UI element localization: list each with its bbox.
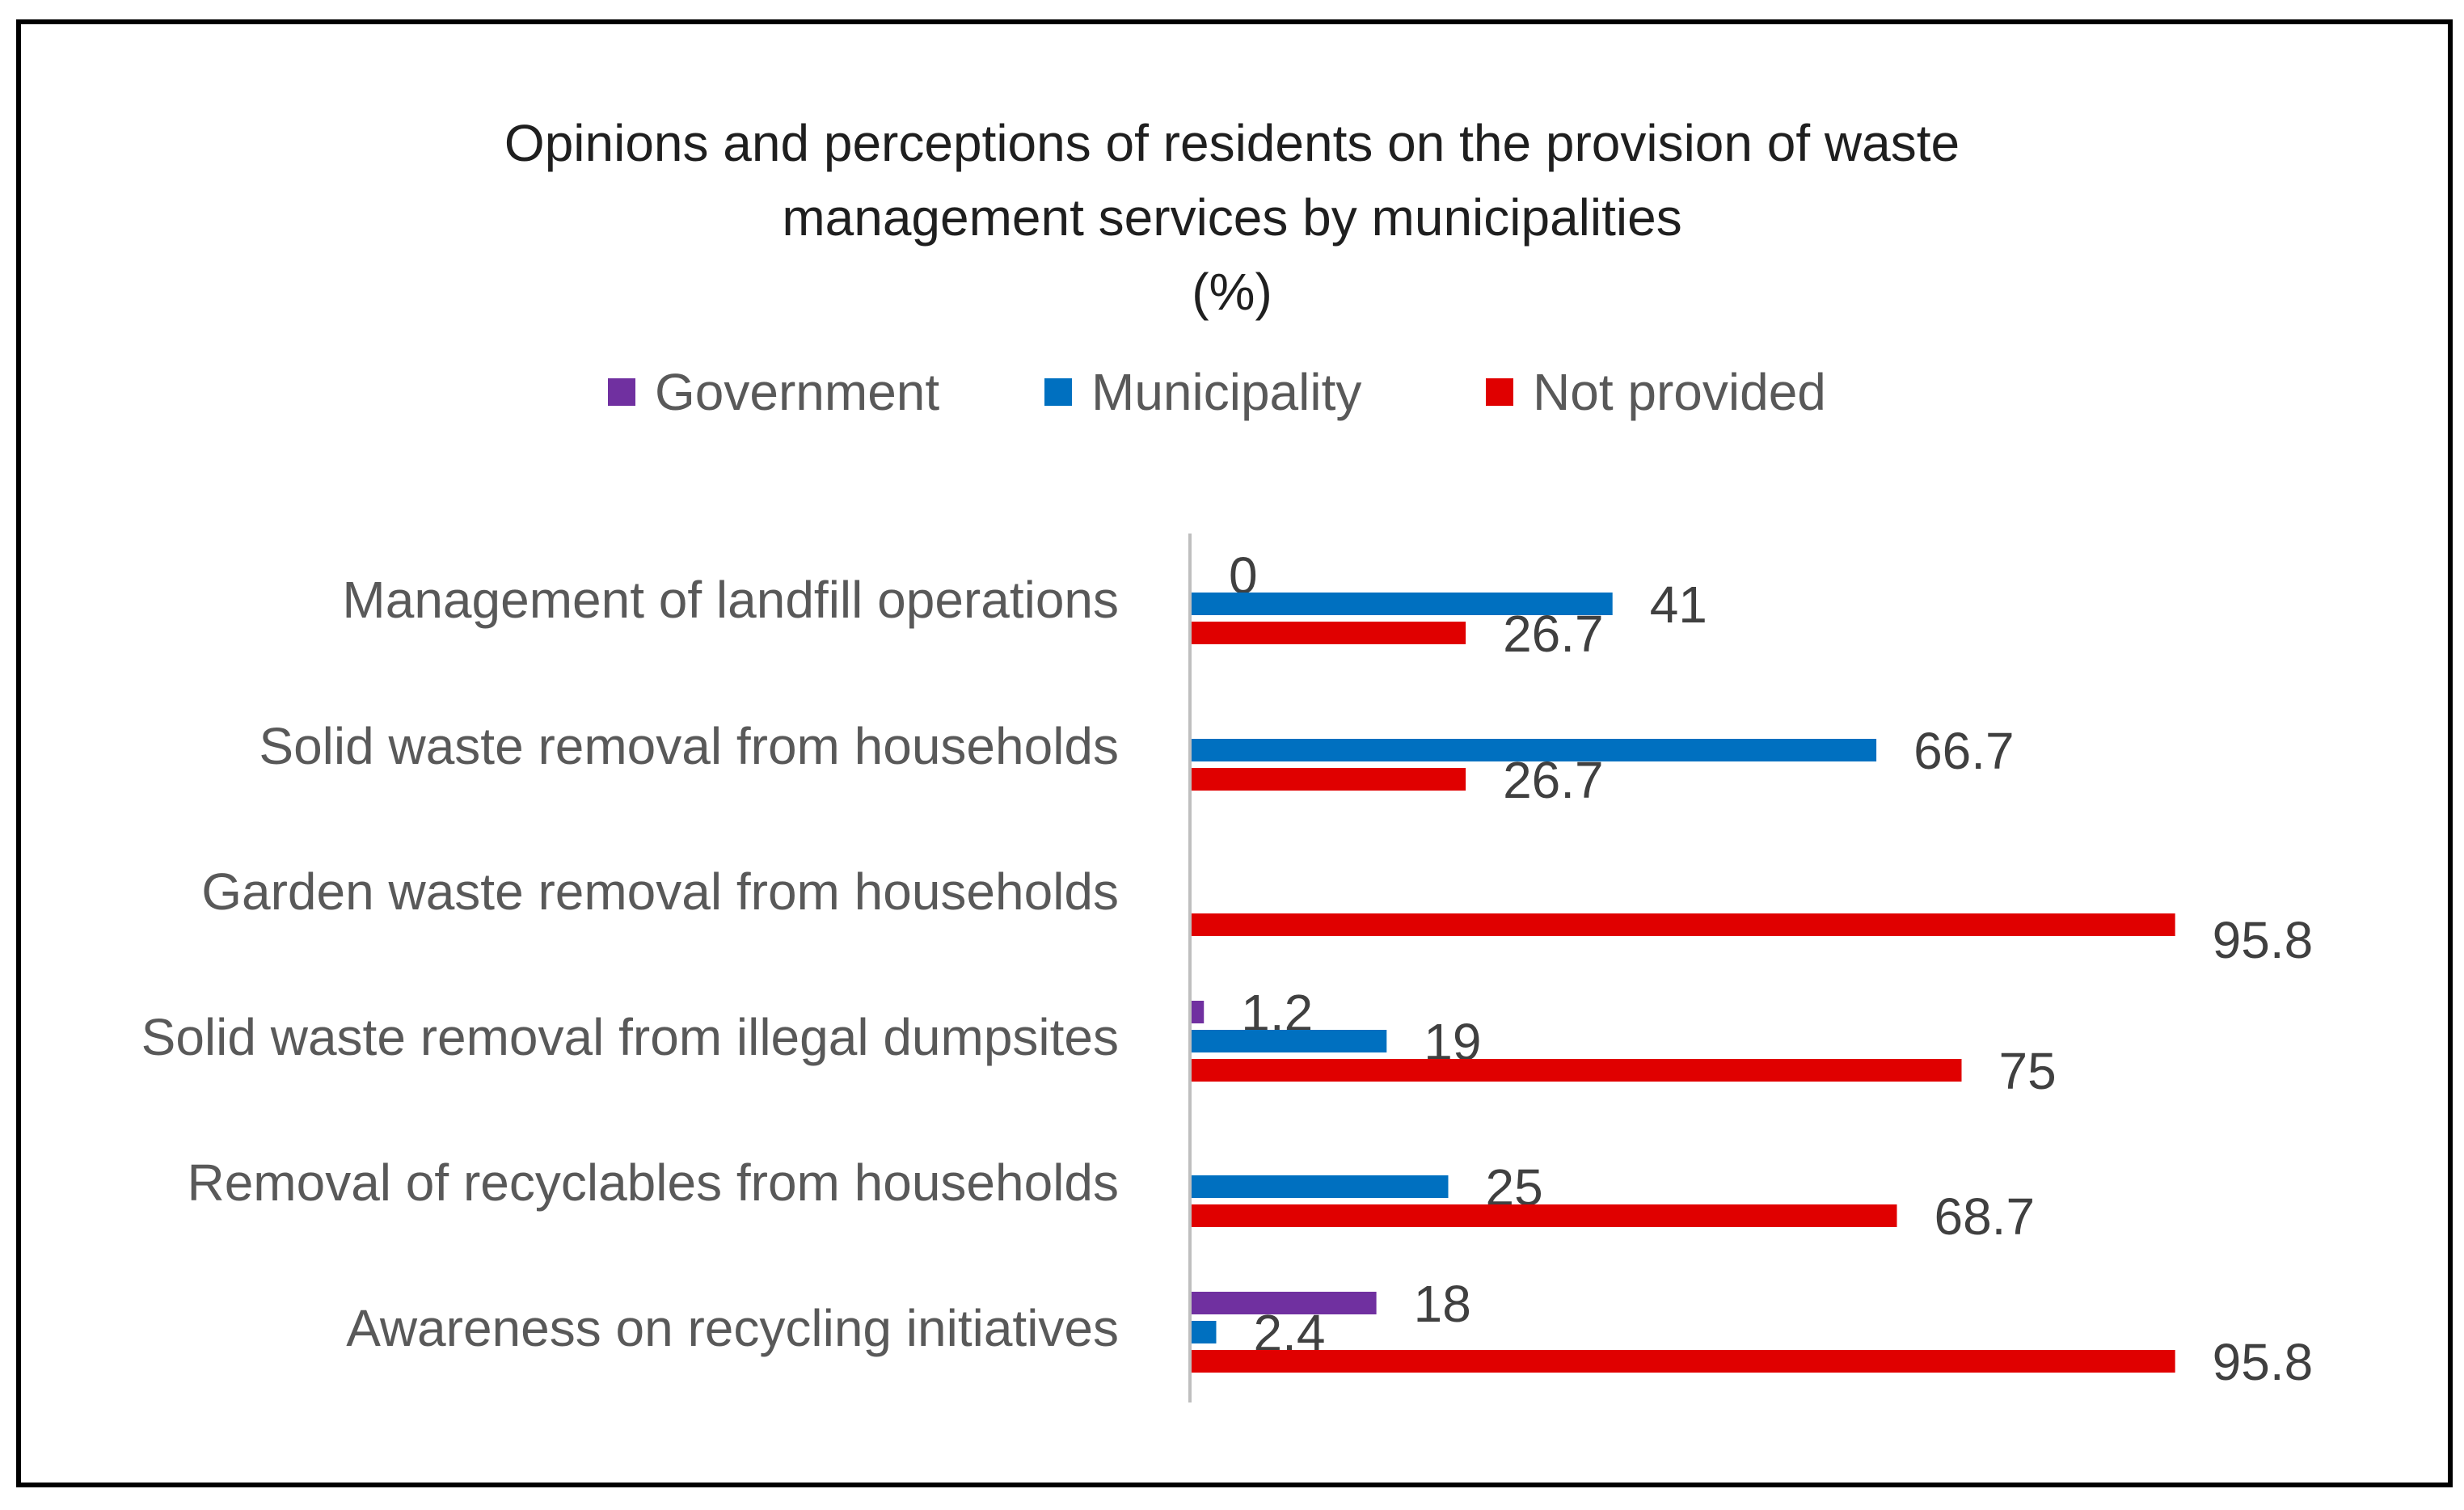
- legend-swatch-government: [608, 378, 635, 406]
- chart-title-line-2: management services by municipalities: [782, 188, 1682, 247]
- data-label-not-provided: 26.7: [1503, 751, 1604, 809]
- bar-not-provided: [1192, 1204, 1897, 1227]
- legend-swatch-not-provided: [1486, 378, 1513, 406]
- legend-label-not-provided: Not provided: [1533, 363, 1826, 421]
- data-label-not-provided: 68.7: [1934, 1187, 2035, 1246]
- bar-not-provided: [1192, 768, 1466, 791]
- data-label-government: 18: [1414, 1275, 1471, 1333]
- legend-label-government: Government: [655, 363, 940, 421]
- category-label: Awareness on recycling initiatives: [346, 1299, 1119, 1357]
- legend-swatch-municipality: [1044, 378, 1072, 406]
- chart-title-line-3: (%): [1192, 263, 1272, 321]
- data-label-not-provided: 95.8: [2213, 1333, 2314, 1391]
- bar-government: [1192, 1001, 1205, 1023]
- bar-municipality: [1192, 1321, 1217, 1343]
- bar-not-provided: [1192, 1059, 1962, 1082]
- legend-item-not-provided: Not provided: [1486, 356, 1826, 428]
- bar-municipality: [1192, 1175, 1449, 1198]
- bar-not-provided: [1192, 622, 1466, 644]
- bar-not-provided: [1192, 1350, 2175, 1373]
- category-label: Removal of recyclables from households: [187, 1154, 1119, 1212]
- data-label-municipality: 66.7: [1913, 722, 2015, 780]
- category-label: Solid waste removal from households: [259, 717, 1119, 775]
- bar-not-provided: [1192, 913, 2175, 936]
- chart-title-line-1: Opinions and perceptions of residents on…: [504, 114, 1960, 172]
- category-label: Solid waste removal from illegal dumpsit…: [141, 1008, 1119, 1066]
- chart-legend: Government Municipality Not provided: [0, 356, 2464, 428]
- data-label-not-provided: 95.8: [2213, 911, 2314, 969]
- legend-label-municipality: Municipality: [1091, 363, 1362, 421]
- data-label-not-provided: 75: [1999, 1042, 2057, 1100]
- bar-municipality: [1192, 1030, 1387, 1052]
- bar-municipality: [1192, 593, 1613, 615]
- category-label: Garden waste removal from households: [201, 863, 1119, 921]
- bar-municipality: [1192, 739, 1877, 761]
- data-label-not-provided: 26.7: [1503, 605, 1604, 663]
- category-label: Management of landfill operations: [342, 571, 1119, 629]
- data-label-municipality: 41: [1650, 576, 1707, 634]
- legend-item-government: Government: [608, 356, 939, 428]
- legend-item-municipality: Municipality: [1044, 356, 1361, 428]
- bar-government: [1192, 1292, 1377, 1314]
